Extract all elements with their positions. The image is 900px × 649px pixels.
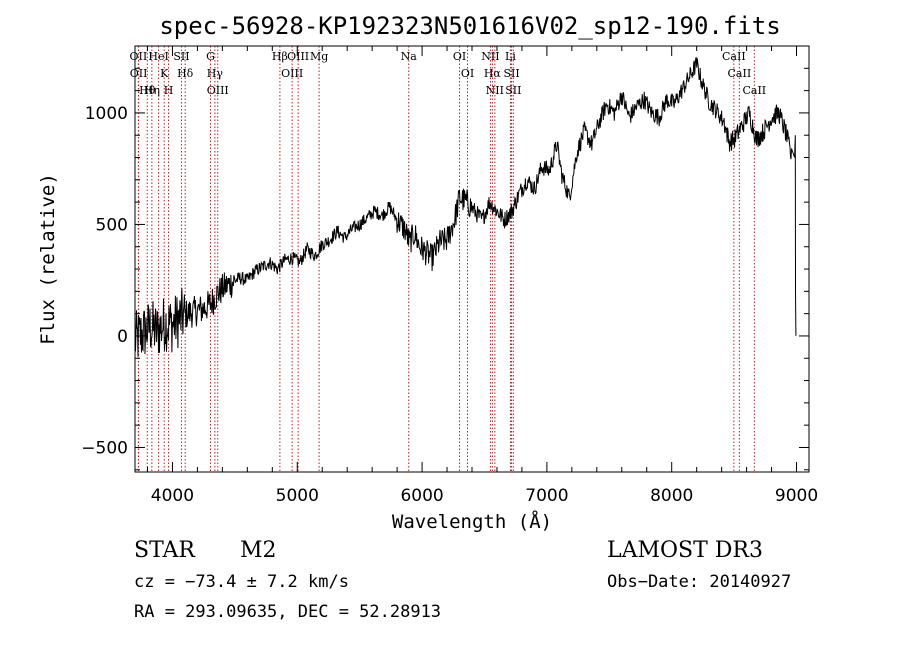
ra-dec: RA = 293.09635, DEC = 52.28913 [134, 602, 442, 622]
object-type: STAR [134, 538, 195, 563]
spectral-line-label: OIII [207, 84, 229, 97]
spectral-line-label: CaII [742, 84, 766, 97]
y-tick-label: 1000 [85, 104, 128, 124]
spectral-line-label: H [164, 84, 174, 97]
x-tick-label: 4000 [151, 486, 194, 506]
spectral-line-label: SII [173, 50, 189, 63]
spectral-line-label: Hδ [177, 67, 194, 80]
spectral-line-label: OII [130, 67, 148, 80]
spectral-line-label: CaII [722, 50, 746, 63]
spectral-line-label: OI [461, 67, 474, 80]
y-axis: −500 0 500 1000 [81, 45, 809, 471]
spectral-line-label: SII [505, 84, 521, 97]
spectral-line-label: G [206, 50, 215, 63]
plot-title: spec-56928-KP192323N501616V02_sp12-190.f… [159, 12, 780, 40]
x-axis: 4000 5000 6000 7000 8000 9000 [146, 46, 818, 506]
spectral-line-label: K [160, 67, 169, 80]
spectrum-line [134, 57, 797, 357]
spectral-line-label: Hη [144, 84, 160, 97]
x-tick-label: 6000 [400, 486, 443, 506]
spectral-line-label: Na [401, 50, 418, 63]
spectrum-plot: spec-56928-KP192323N501616V02_sp12-190.f… [37, 12, 818, 533]
spectral-line-label: Hγ [207, 67, 224, 80]
spectral-line-label: OI [453, 50, 466, 63]
spectral-line-label: NII [486, 84, 504, 97]
spectral-line-label: NII [481, 50, 499, 63]
y-tick-label: 0 [117, 327, 128, 347]
spectral-line-label: Hβ [272, 50, 288, 63]
survey-name: LAMOST DR3 [607, 538, 763, 563]
x-tick-label: 5000 [276, 486, 319, 506]
redshift-cz: cz = −73.4 ± 7.2 km/s [134, 572, 349, 592]
x-tick-label: 9000 [775, 486, 818, 506]
line-markers [137, 46, 755, 472]
x-tick-label: 7000 [525, 486, 568, 506]
spectral-line-label: Hα [484, 67, 502, 80]
spectrum-series [134, 57, 797, 357]
spectral-line-label: OIII [287, 50, 309, 63]
x-tick-label: 8000 [650, 486, 693, 506]
spectral-line-label: SII [503, 67, 519, 80]
plot-frame [134, 45, 810, 473]
y-axis-label: Flux (relative) [37, 173, 59, 345]
spectral-line-label: OII [130, 50, 148, 63]
y-tick-label: −500 [81, 438, 128, 458]
spectral-line-label: OIII [281, 67, 303, 80]
y-tick-label: 500 [96, 215, 128, 235]
object-class: M2 [240, 538, 277, 563]
spectral-line-label: HeI [148, 50, 168, 63]
spectral-line-label: Mg [310, 50, 328, 63]
spectral-line-label: Li [505, 50, 516, 63]
obs-date: Obs−Date: 20140927 [607, 572, 792, 592]
spectral-line-label: CaII [728, 67, 752, 80]
spectral-line-label: Hθ [139, 84, 156, 97]
x-axis-label: Wavelength (Å) [392, 510, 552, 533]
